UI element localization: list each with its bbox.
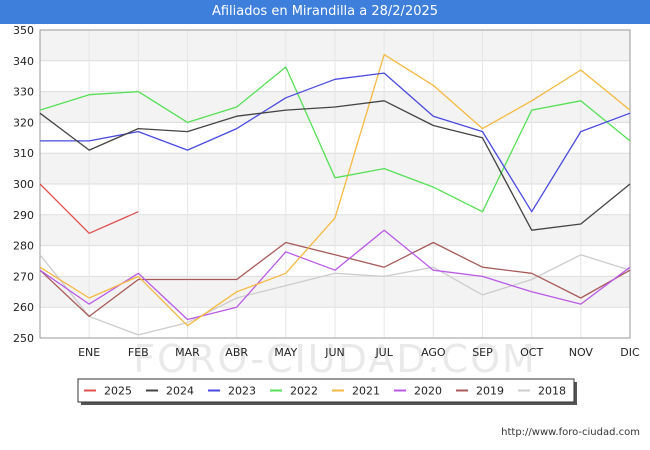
x-tick-label: OCT <box>520 346 543 359</box>
series-line-2018 <box>39 254 631 336</box>
y-tick-label: 340 <box>13 55 34 68</box>
series-line-2020 <box>39 229 631 321</box>
y-tick-label: 330 <box>13 86 34 99</box>
series-lines <box>39 53 631 336</box>
y-tick-label: 260 <box>13 301 34 314</box>
x-tick-label: JUN <box>324 346 345 359</box>
legend: 2025 2024 2023 2022 2021 2020 2019 2018 <box>77 378 577 405</box>
x-tick-label: AGO <box>421 346 446 359</box>
x-tick-label: SEP <box>472 346 493 359</box>
y-tick-label: 310 <box>13 147 34 160</box>
y-tick-label: 290 <box>13 209 34 222</box>
legend-label-2021: 2021 <box>352 385 380 398</box>
legend-box <box>77 378 575 403</box>
x-tick-label: MAR <box>175 346 200 359</box>
legend-label-2022: 2022 <box>290 385 318 398</box>
y-tick-label: 270 <box>13 270 34 283</box>
legend-label-2020: 2020 <box>414 385 442 398</box>
x-tick-label: ABR <box>225 346 248 359</box>
y-tick-label: 350 <box>13 24 34 37</box>
legend-label-2023: 2023 <box>228 385 256 398</box>
source-credit: http://www.foro-ciudad.com <box>501 427 640 438</box>
y-tick-label: 280 <box>13 240 34 253</box>
x-tick-label: DIC <box>620 346 640 359</box>
legend-label-2019: 2019 <box>476 385 504 398</box>
series-line-2022 <box>39 66 631 213</box>
watermark: FORO-CIUDAD.COM <box>133 337 537 381</box>
chart-title: Afiliados en Mirandilla a 28/2/2025 <box>0 0 650 24</box>
series-line-2025 <box>39 183 139 234</box>
series-line-2024 <box>39 100 631 231</box>
y-tick-label: 300 <box>13 178 34 191</box>
series-line-2023 <box>40 72 631 213</box>
legend-label-2025: 2025 <box>104 385 132 398</box>
series-line-2019 <box>39 241 631 318</box>
series-line-2021 <box>39 53 631 327</box>
legend-label-2024: 2024 <box>166 385 194 398</box>
x-tick-label: ENE <box>78 346 100 359</box>
x-tick-label: NOV <box>569 346 594 359</box>
x-tick-label: MAY <box>274 346 297 359</box>
x-tick-label: JUL <box>374 346 393 359</box>
y-tick-label: 250 <box>13 332 34 345</box>
x-tick-label: FEB <box>128 346 149 359</box>
y-tick-label: 320 <box>13 116 34 129</box>
legend-label-2018: 2018 <box>538 385 566 398</box>
axes: ENE FEB MAR ABR MAY JUN JUL AGO SEP OCT NOV DIC <box>39 29 640 359</box>
